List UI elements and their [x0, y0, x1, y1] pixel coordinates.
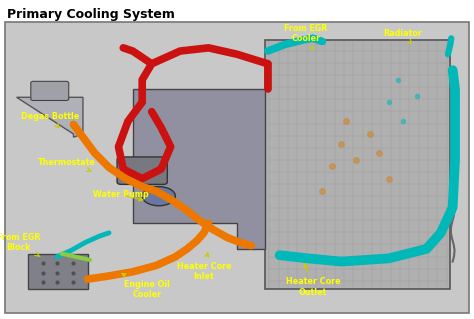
Polygon shape	[28, 254, 88, 289]
Text: Heater Core
Inlet: Heater Core Inlet	[176, 253, 231, 281]
Text: Radiator: Radiator	[383, 29, 422, 44]
Text: Water Pump: Water Pump	[93, 190, 149, 201]
Text: Engine Oil
Cooler: Engine Oil Cooler	[122, 273, 170, 299]
FancyBboxPatch shape	[5, 22, 469, 313]
Text: From EGR
Cooler: From EGR Cooler	[284, 24, 328, 50]
Polygon shape	[17, 97, 83, 137]
Text: Primary Cooling System: Primary Cooling System	[7, 8, 175, 21]
Text: Thermostate: Thermostate	[37, 158, 95, 172]
FancyBboxPatch shape	[117, 157, 167, 184]
Text: Heater Core
Outlet: Heater Core Outlet	[285, 264, 340, 297]
Polygon shape	[133, 89, 265, 249]
Ellipse shape	[142, 187, 175, 206]
FancyBboxPatch shape	[31, 81, 69, 100]
Text: Degas Bottle: Degas Bottle	[21, 112, 79, 128]
Text: From EGR
Block: From EGR Block	[0, 233, 41, 256]
FancyBboxPatch shape	[265, 40, 450, 289]
